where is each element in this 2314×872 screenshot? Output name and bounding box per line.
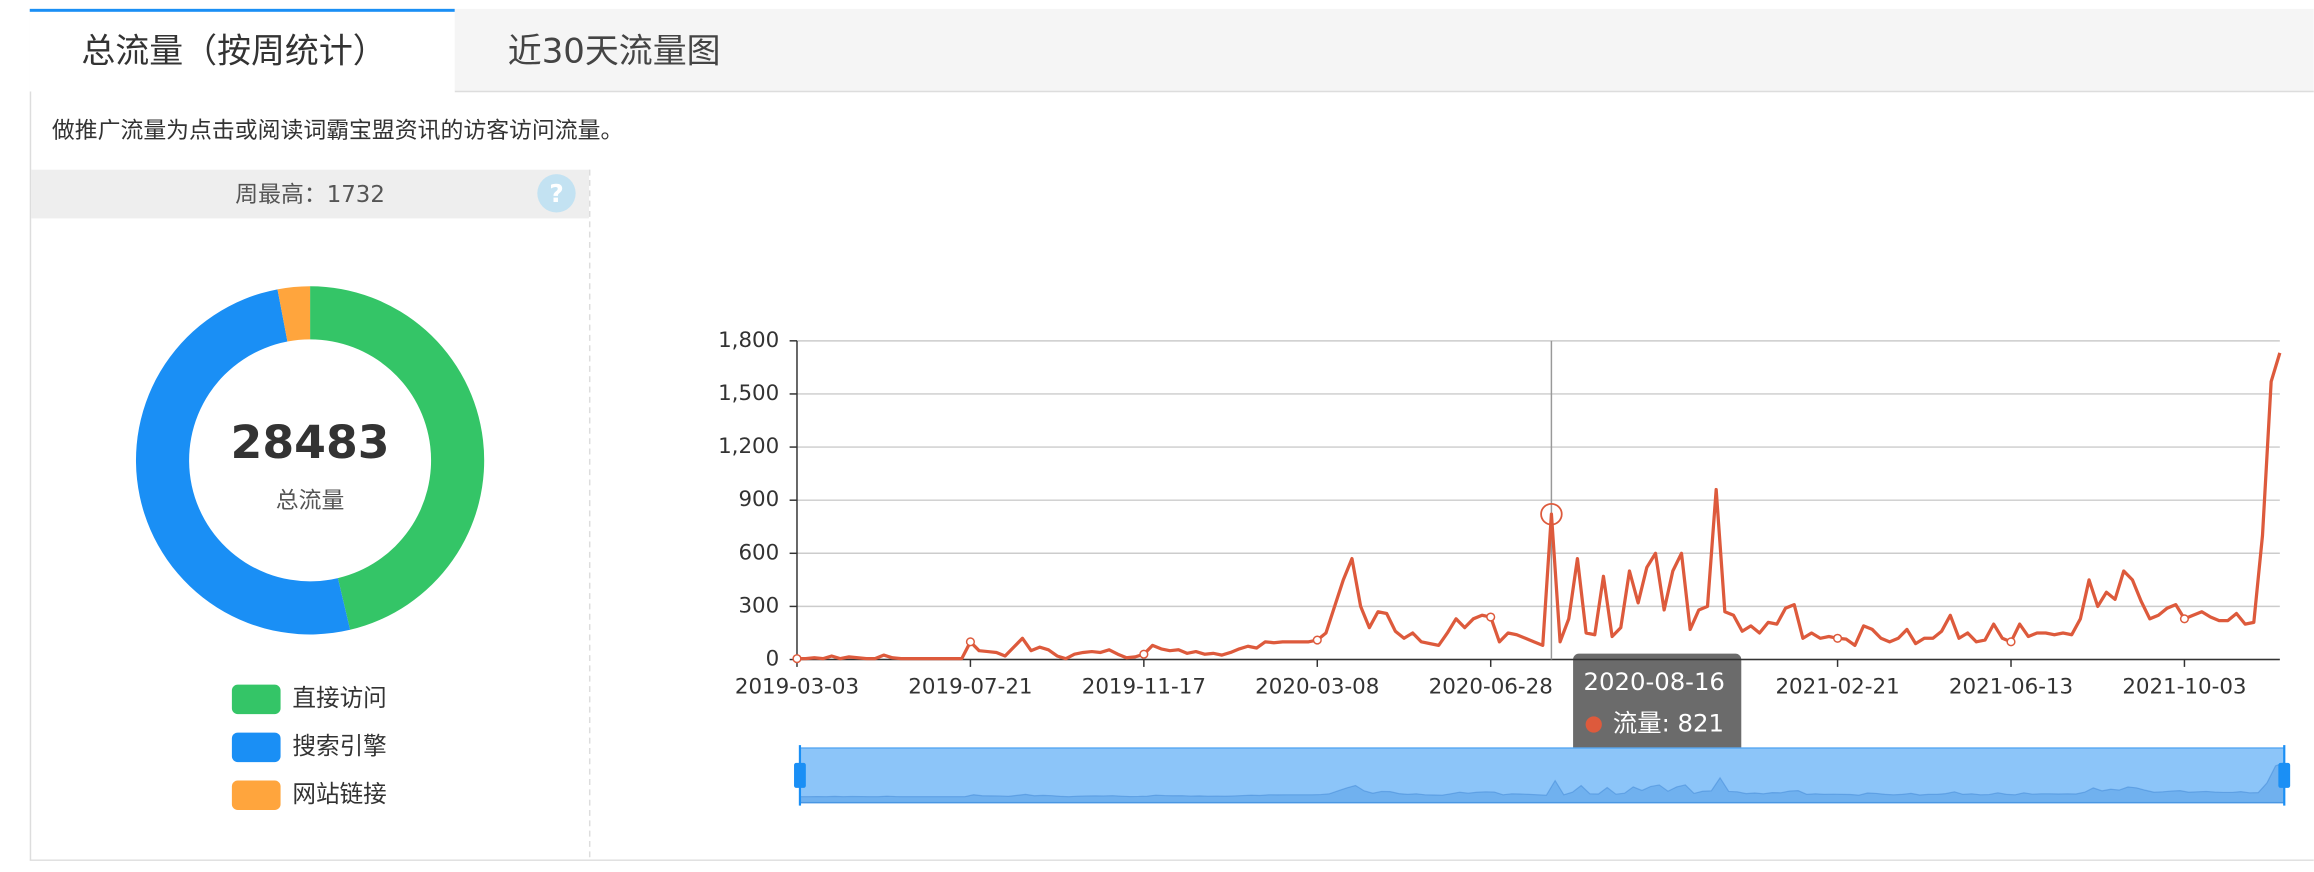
tab-label: 总流量（按周统计） — [81, 33, 386, 72]
description: 做推广流量为点击或阅读词霸宝盟资讯的访客访问流量。 — [52, 118, 623, 144]
legend-swatch — [231, 732, 281, 763]
tooltip-value: 流量: 821 — [1613, 708, 1724, 737]
x-tick-label: 2020-03-08 — [1255, 675, 1379, 700]
tooltip-number: 821 — [1678, 708, 1724, 737]
legend-swatch — [231, 684, 281, 715]
peak-header — [31, 169, 589, 219]
legend-label: 搜索引擎 — [292, 732, 386, 760]
tab-active[interactable]: 总流量（按周统计） — [29, 8, 455, 93]
legend-swatch — [231, 780, 281, 811]
zoom-slider[interactable] — [794, 745, 2291, 806]
x-tick-label: 2021-06-13 — [1949, 675, 2073, 700]
series-line — [796, 352, 2282, 661]
hover-point — [1540, 502, 1563, 526]
peak-value: 1732 — [327, 181, 385, 207]
y-tick-label: 900 — [738, 487, 779, 512]
tab[interactable]: 近30天流量图 — [508, 33, 721, 72]
tooltip-dot — [1585, 716, 1602, 733]
point — [1833, 633, 1843, 643]
point — [792, 654, 802, 664]
y-tick-label: 600 — [738, 540, 779, 565]
slider-bg — [799, 747, 2285, 804]
slider-handle[interactable] — [794, 762, 806, 788]
donut-slice — [135, 289, 351, 635]
tooltip-title: 2020-08-16 — [1584, 667, 1725, 696]
y-tick-label: 1,800 — [718, 328, 779, 353]
legend-label: 网站链接 — [292, 780, 386, 808]
point — [1312, 635, 1322, 645]
point — [1486, 612, 1496, 622]
donut-label: 总流量 — [276, 488, 345, 514]
donut-total: 28483 — [231, 416, 390, 469]
help-button[interactable]: ? — [537, 174, 576, 213]
peak-text: 周最高：1732 — [235, 181, 385, 207]
tooltip-sep: : — [1662, 708, 1678, 737]
x-tick-label: 2019-07-21 — [908, 675, 1032, 700]
donut-slice — [310, 286, 485, 630]
point — [1139, 649, 1149, 659]
donut-slice — [277, 286, 311, 342]
point — [2179, 614, 2190, 624]
point — [2006, 637, 2016, 647]
x-tick-label: 2021-02-21 — [1775, 675, 1899, 700]
legend-label: 直接访问 — [292, 684, 386, 712]
x-tick-label: 2019-11-17 — [1082, 675, 1206, 700]
y-tick-label: 1,500 — [718, 381, 779, 406]
tooltip-bg — [1573, 653, 1742, 754]
help-circle — [537, 174, 576, 213]
y-tick-label: 1,200 — [718, 434, 779, 459]
help-icon: ? — [549, 179, 564, 208]
y-tick-label: 300 — [738, 593, 779, 618]
slider-area — [799, 761, 2285, 804]
peak-label: 周最高： — [235, 181, 326, 207]
point — [965, 637, 975, 647]
tooltip: 2020-08-16 流量: 821 — [1573, 653, 1742, 754]
slider-handle[interactable] — [2278, 762, 2291, 788]
tab-bg — [29, 8, 455, 93]
line-chart: 0 300 600 900 1,200 1,500 1,800 2019-03-03 2019-… — [718, 328, 2291, 806]
x-tick-label: 2020-06-28 — [1429, 675, 1553, 700]
x-tick-label: 2021-10-03 — [2122, 675, 2246, 700]
tab-label: 近30天流量图 — [508, 33, 721, 72]
y-tick-label: 0 — [766, 647, 780, 672]
tab-indicator — [29, 8, 455, 12]
x-tick-label: 2019-03-03 — [735, 675, 859, 700]
tooltip-series: 流量 — [1613, 708, 1662, 737]
